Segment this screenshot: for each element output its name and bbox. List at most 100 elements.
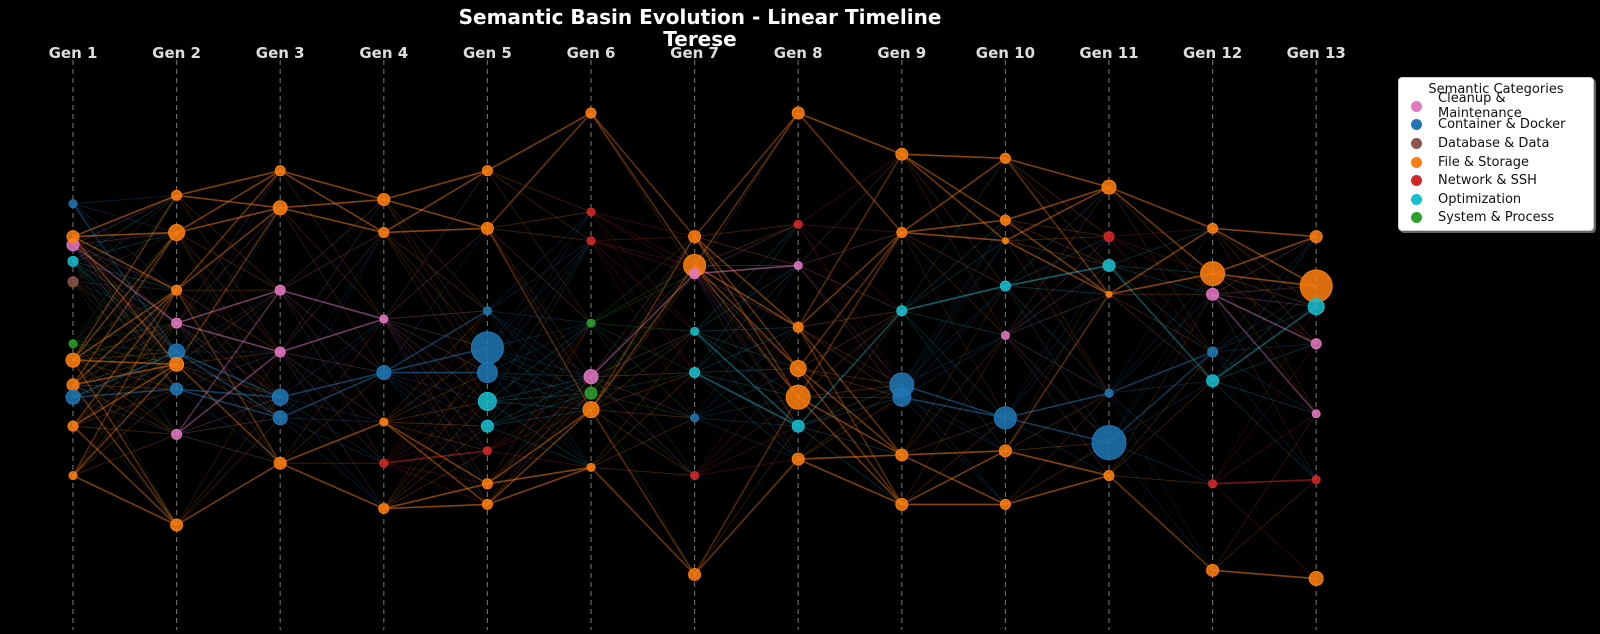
edge-line bbox=[176, 388, 281, 464]
edge-line bbox=[590, 211, 695, 266]
edge-line bbox=[72, 232, 177, 246]
edge-line bbox=[694, 223, 799, 275]
edge-line bbox=[1212, 293, 1317, 308]
edge-line bbox=[487, 466, 592, 485]
edge-line bbox=[72, 363, 178, 427]
edge-line bbox=[694, 326, 799, 419]
edge-line bbox=[487, 240, 592, 373]
edge-line bbox=[1108, 380, 1213, 476]
edge-line bbox=[797, 224, 903, 398]
edge-line bbox=[1005, 293, 1110, 419]
edge-line bbox=[176, 169, 281, 234]
edge-line bbox=[901, 396, 1006, 505]
edge-line bbox=[694, 326, 799, 332]
edge-line bbox=[1005, 392, 1110, 419]
data-point bbox=[376, 365, 392, 381]
data-point bbox=[1310, 338, 1322, 350]
edge-line bbox=[590, 322, 695, 419]
data-point bbox=[896, 305, 908, 317]
data-point bbox=[476, 362, 498, 384]
edge-line bbox=[1212, 413, 1317, 571]
legend-entry: Database & Data bbox=[1399, 134, 1593, 153]
edge-line bbox=[72, 203, 177, 291]
edge-line bbox=[797, 231, 903, 369]
edge-line bbox=[1108, 264, 1214, 382]
edge-line bbox=[797, 326, 903, 386]
data-point bbox=[1208, 479, 1218, 489]
edge-line bbox=[383, 318, 488, 485]
edge-line bbox=[694, 273, 799, 369]
edge-line bbox=[176, 289, 281, 365]
edge-line bbox=[280, 198, 384, 209]
edge-line bbox=[279, 289, 385, 423]
edge-line bbox=[1212, 228, 1317, 345]
edge-line bbox=[1108, 293, 1213, 382]
edge-line bbox=[1212, 343, 1317, 485]
edge-line bbox=[797, 326, 903, 456]
edge-line bbox=[590, 372, 695, 378]
edge-line bbox=[72, 231, 177, 238]
edge-line bbox=[487, 400, 592, 411]
edge-line bbox=[72, 433, 177, 476]
edge-line bbox=[1212, 228, 1317, 307]
edge-line bbox=[280, 371, 384, 399]
edge-line bbox=[72, 231, 178, 361]
edge-line bbox=[176, 351, 281, 435]
edge-line bbox=[1108, 392, 1213, 485]
data-point bbox=[999, 152, 1011, 164]
edge-line bbox=[901, 285, 1006, 398]
edge-line bbox=[694, 223, 799, 266]
data-point bbox=[274, 284, 286, 296]
data-point bbox=[68, 199, 78, 209]
data-point bbox=[1309, 230, 1323, 244]
data-point bbox=[896, 226, 908, 238]
data-point bbox=[690, 471, 700, 481]
edge-line bbox=[72, 281, 177, 390]
edge-line bbox=[694, 368, 799, 419]
edge-line bbox=[590, 273, 695, 410]
edge-line bbox=[383, 372, 488, 505]
edge-line bbox=[72, 343, 177, 390]
edge-line bbox=[72, 289, 177, 398]
edge-line bbox=[175, 170, 281, 291]
edge-line bbox=[901, 310, 1006, 336]
edge-line bbox=[1005, 236, 1110, 419]
edge-line bbox=[901, 285, 1006, 386]
edge-line bbox=[176, 170, 281, 353]
edge-line bbox=[901, 454, 1006, 506]
edge-line bbox=[280, 351, 384, 374]
edge-line bbox=[901, 240, 1006, 398]
edge-line bbox=[901, 384, 1006, 505]
edge-line bbox=[1108, 227, 1214, 295]
edge-line bbox=[1005, 219, 1110, 238]
edge-line bbox=[1005, 265, 1110, 336]
edge-line bbox=[487, 211, 592, 312]
edge-line bbox=[176, 232, 281, 291]
legend-marker-icon bbox=[1411, 137, 1422, 149]
edge-line bbox=[590, 322, 695, 373]
edge-line bbox=[1212, 273, 1317, 308]
edge-line bbox=[383, 199, 488, 349]
edge-line bbox=[797, 367, 903, 456]
data-point bbox=[171, 284, 183, 296]
edge-line bbox=[1005, 285, 1110, 394]
data-point bbox=[66, 230, 80, 244]
edge-line bbox=[487, 425, 592, 468]
edge-line bbox=[590, 372, 695, 394]
edge-line bbox=[279, 207, 385, 373]
edge-line bbox=[1108, 351, 1213, 394]
legend-marker-icon bbox=[1411, 193, 1422, 205]
data-point bbox=[895, 448, 909, 462]
edge-line bbox=[1212, 380, 1317, 481]
edge-line bbox=[901, 219, 1006, 398]
edge-line bbox=[72, 396, 177, 526]
edge-line bbox=[694, 236, 799, 266]
chart-title: Semantic Basin Evolution - Linear Timeli… bbox=[440, 6, 960, 50]
edge-line bbox=[1005, 392, 1110, 505]
edge-line bbox=[590, 240, 695, 373]
edge-line bbox=[72, 289, 178, 386]
edge-line bbox=[487, 322, 592, 402]
data-point bbox=[477, 391, 497, 411]
edge-line bbox=[72, 232, 177, 398]
edge-line bbox=[72, 260, 177, 353]
